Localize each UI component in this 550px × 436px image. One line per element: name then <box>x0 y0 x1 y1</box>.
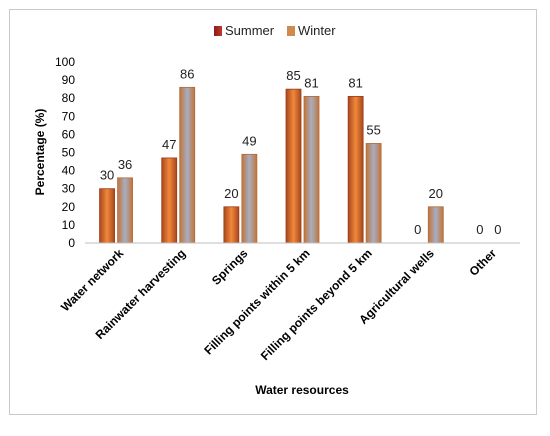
y-tick-label: 50 <box>62 146 76 160</box>
y-axis-label: Percentage (%) <box>33 109 47 196</box>
y-tick-label: 0 <box>68 236 75 250</box>
bar-summer <box>347 95 364 244</box>
y-tick-label: 30 <box>62 182 76 196</box>
data-label-summer: 85 <box>286 68 300 83</box>
bar-winter <box>117 177 133 244</box>
data-label-summer: 20 <box>224 186 238 201</box>
y-tick-label: 60 <box>62 127 76 141</box>
legend-swatch-summer <box>214 26 222 36</box>
bar-winter <box>241 153 258 244</box>
data-label-winter: 55 <box>366 122 380 137</box>
category-label: Other <box>467 246 500 279</box>
data-label-summer: 30 <box>100 168 114 183</box>
bar-summer <box>223 206 240 244</box>
data-label-summer: 0 <box>414 222 421 237</box>
x-axis-label: Water resources <box>255 383 349 397</box>
bar-winter <box>427 206 444 244</box>
y-tick-label: 80 <box>62 91 76 105</box>
y-tick-label: 70 <box>62 109 76 123</box>
data-label-summer: 47 <box>162 137 176 152</box>
y-tick-label: 100 <box>55 55 75 69</box>
y-axis: 0 10 20 30 40 50 60 70 80 90 100 <box>55 55 75 250</box>
data-label-summer: 0 <box>476 222 483 237</box>
y-tick-label: 10 <box>62 218 76 232</box>
data-label-winter: 81 <box>304 75 318 90</box>
bar-winter <box>365 143 382 244</box>
y-tick-label: 40 <box>62 164 76 178</box>
bar-summer <box>161 157 178 244</box>
data-label-winter: 49 <box>242 133 256 148</box>
bar-winter <box>303 95 320 244</box>
legend-label-summer: Summer <box>225 23 275 38</box>
category-label: Filling points beyond 5 km <box>258 246 375 363</box>
data-label-summer: 81 <box>348 75 362 90</box>
chart-frame <box>9 9 537 415</box>
data-label-winter: 86 <box>180 66 194 81</box>
legend: Summer Winter <box>214 23 336 38</box>
category-label: Water network <box>58 246 126 314</box>
legend-swatch-winter <box>287 26 295 36</box>
legend-label-winter: Winter <box>298 23 336 38</box>
bar-summer <box>99 188 115 244</box>
bar-winter <box>179 86 196 244</box>
data-label-winter: 0 <box>494 222 501 237</box>
data-label-winter: 20 <box>429 186 443 201</box>
category-label: Filling points within 5 km <box>201 246 312 357</box>
category-label: Springs <box>209 246 251 288</box>
y-tick-label: 90 <box>62 73 76 87</box>
bar-summer <box>285 88 302 244</box>
y-tick-label: 20 <box>62 200 76 214</box>
data-label-winter: 36 <box>118 157 132 172</box>
